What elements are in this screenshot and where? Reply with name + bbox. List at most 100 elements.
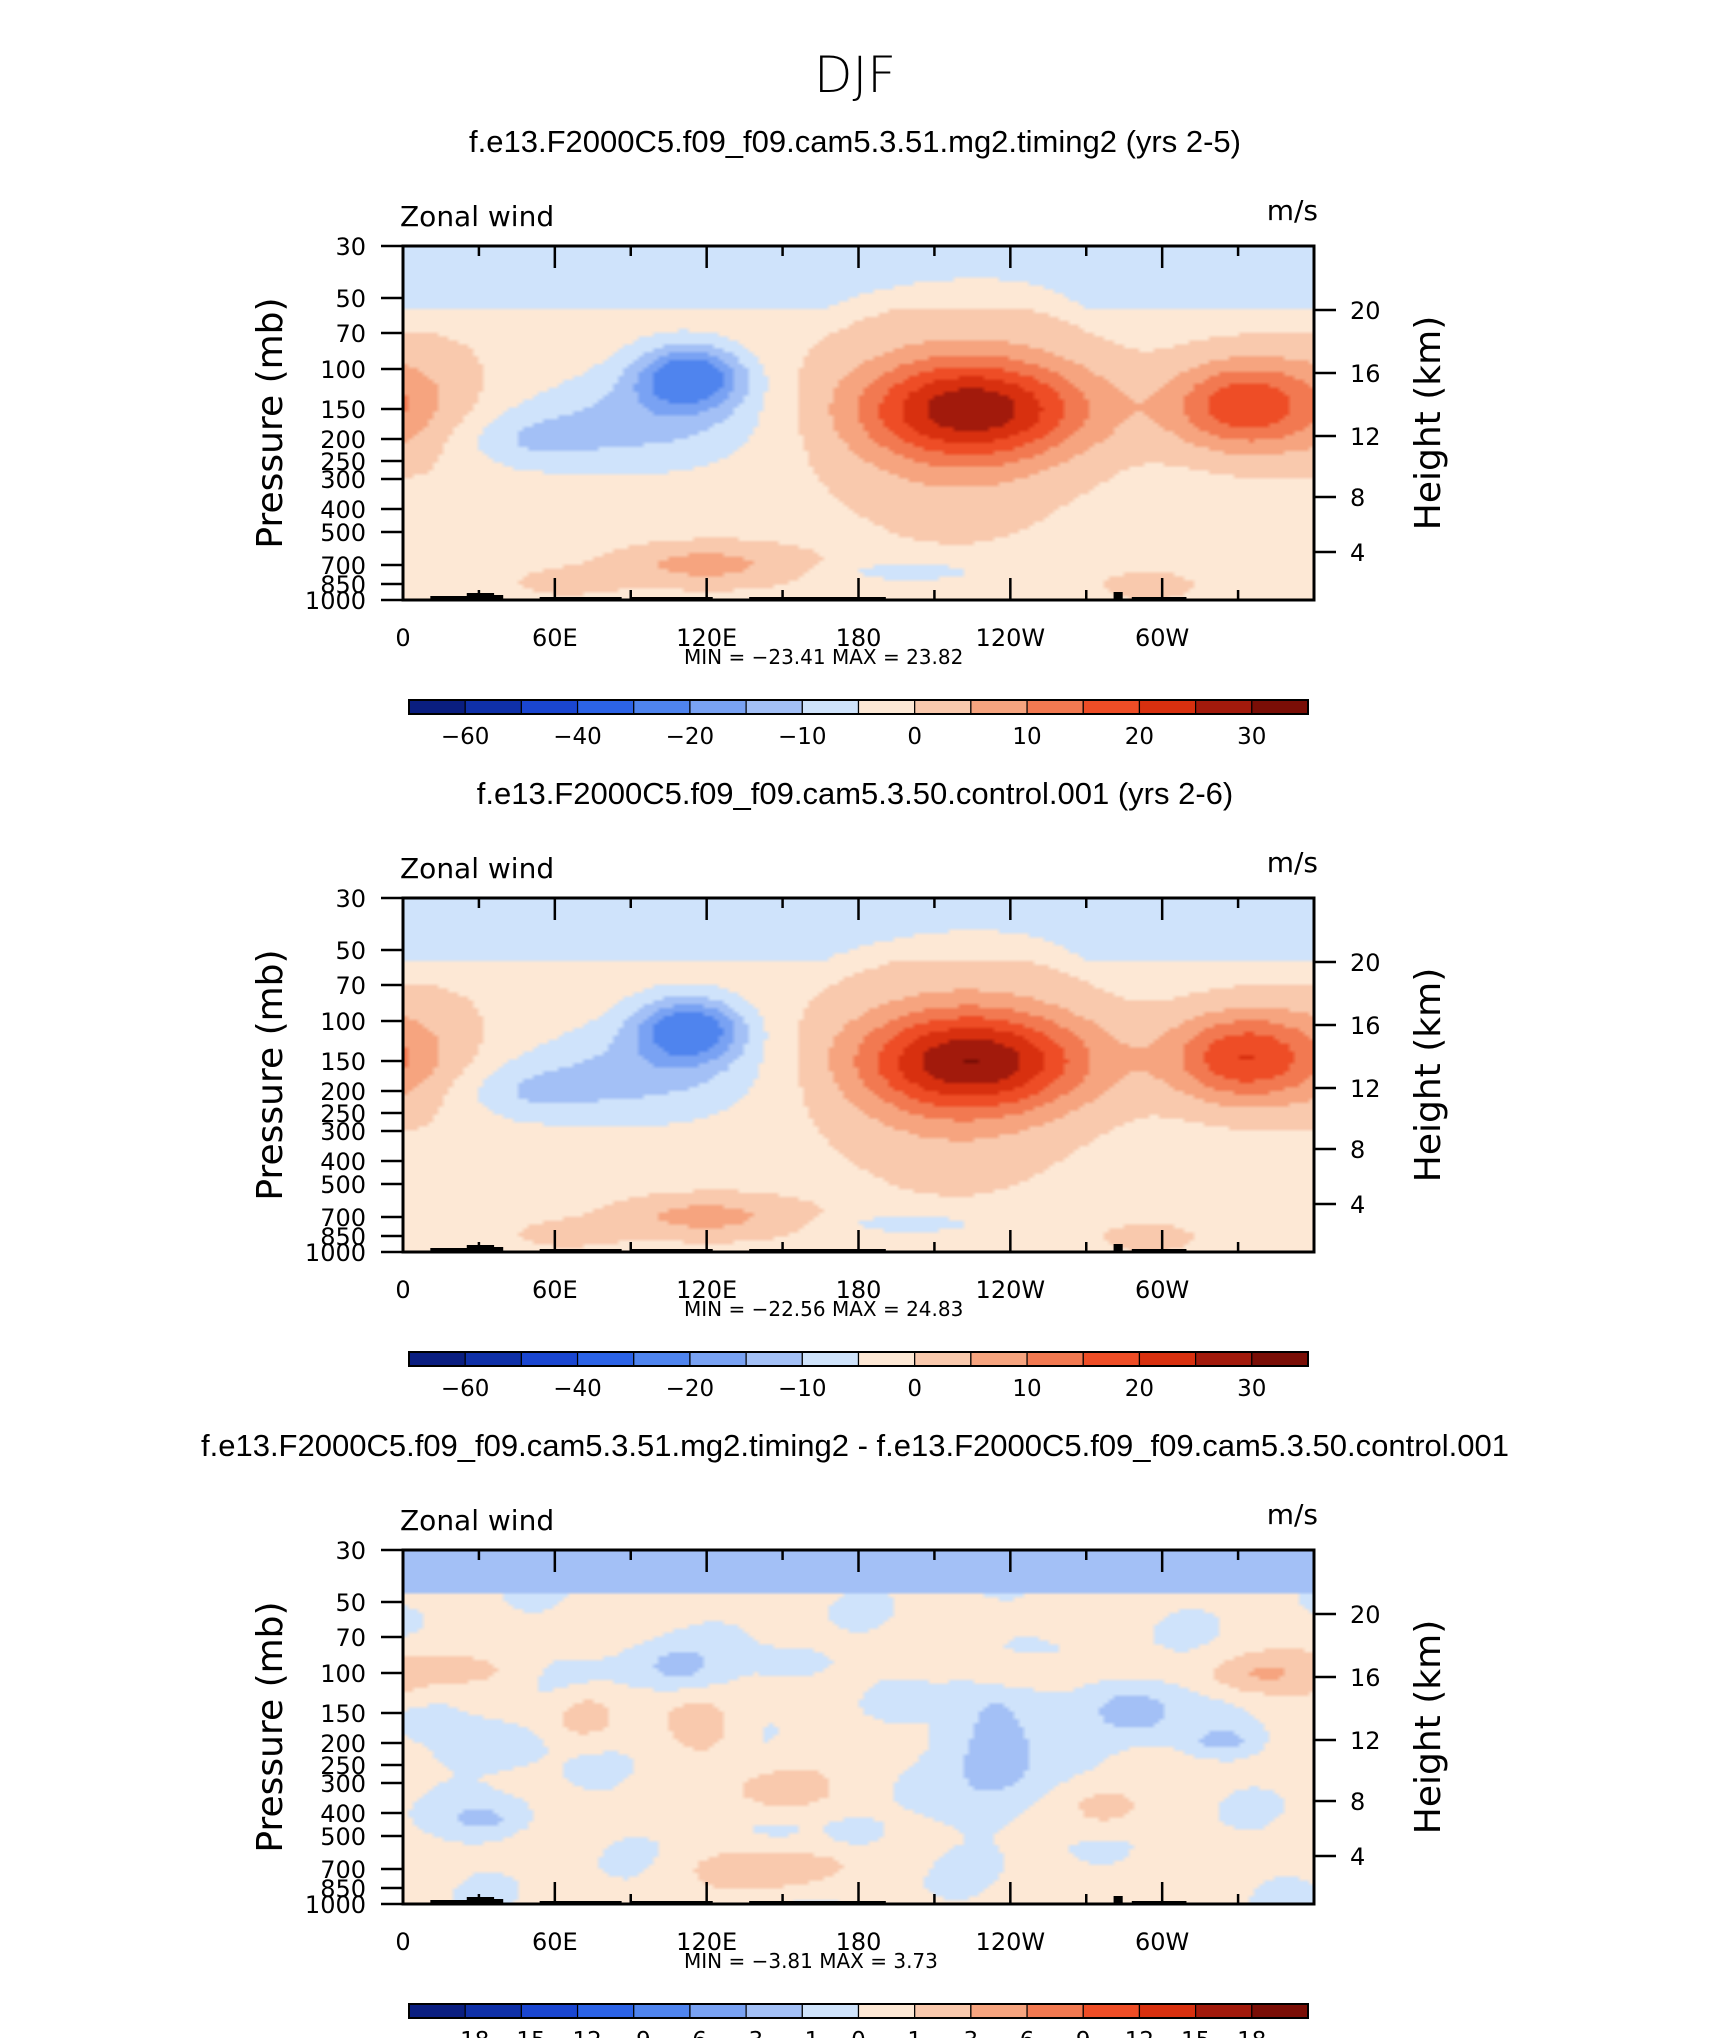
contour-field [403, 246, 1314, 600]
y2-tick-label: 8 [1350, 1788, 1365, 1816]
colorbar-label: 20 [1125, 724, 1154, 750]
y2-tick-label: 20 [1350, 297, 1381, 325]
y-tick-label: 850 [320, 1875, 366, 1903]
y2-axis-label: Height (km) [1408, 1620, 1449, 1834]
colorbar-label: 10 [1012, 724, 1041, 750]
x-tick-label: 120W [976, 624, 1046, 652]
y-tick-label: 500 [320, 1823, 366, 1851]
y2-tick-label: 4 [1350, 539, 1365, 567]
y-tick-label: 50 [335, 1589, 366, 1617]
y-axis-label: Pressure (mb) [250, 297, 291, 548]
y-tick-label: 700 [320, 1204, 366, 1232]
colorbar-swatch [576, 2003, 635, 2019]
y-tick-label: 150 [320, 396, 366, 424]
x-tick-label: 60W [1135, 1928, 1189, 1956]
y2-tick-label: 12 [1350, 423, 1381, 451]
colorbar-swatch [857, 699, 916, 715]
y-tick-label: 30 [335, 1537, 366, 1565]
colorbar-swatch [914, 1351, 972, 1367]
y-tick-label: 200 [320, 1730, 366, 1758]
y-axis-label: Pressure (mb) [250, 1601, 291, 1852]
colorbar-label: 3 [964, 2028, 979, 2038]
y2-tick-label: 20 [1350, 949, 1381, 977]
colorbar-frame [408, 699, 1309, 715]
x-tick-label: 60E [532, 1928, 578, 1956]
y-tick-label: 250 [320, 1752, 366, 1780]
colorbar-frame [408, 1351, 1309, 1367]
x-tick-label: 60W [1135, 1276, 1189, 1304]
colorbar-swatch [857, 2003, 916, 2019]
colorbar-label: 18 [1237, 2028, 1266, 2038]
colorbar-swatch [857, 1351, 916, 1367]
colorbar-swatch [1082, 1351, 1141, 1367]
figure-title: DJF [814, 46, 896, 104]
colorbar-swatch [914, 2003, 972, 2019]
colorbar-swatch [1026, 1351, 1084, 1367]
colorbar-swatch [745, 2003, 803, 2019]
colorbar-swatch [970, 1351, 1028, 1367]
colorbar-swatch [633, 1351, 691, 1367]
colorbar-label: −6 [673, 2028, 707, 2038]
y-tick-label: 100 [320, 356, 366, 384]
colorbar-swatch [1251, 1351, 1309, 1367]
x-tick-label: 60E [532, 624, 578, 652]
colorbar-label: −40 [553, 1376, 602, 1402]
y2-tick-label: 20 [1350, 1601, 1381, 1629]
y-tick-label: 1000 [305, 587, 366, 615]
y-tick-label: 30 [335, 233, 366, 261]
panel-title: f.e13.F2000C5.f09_f09.cam5.3.50.control.… [477, 776, 1234, 811]
colorbar-swatch [464, 1351, 522, 1367]
colorbar-swatch [1026, 2003, 1084, 2019]
colorbar-swatch [745, 699, 803, 715]
y2-tick-label: 16 [1350, 1664, 1381, 1692]
x-tick-label: 60E [532, 1276, 578, 1304]
colorbar-swatch [408, 1351, 466, 1367]
left-label: Zonal wind [400, 200, 554, 233]
panel-title: f.e13.F2000C5.f09_f09.cam5.3.51.mg2.timi… [201, 1428, 1509, 1463]
y-tick-label: 200 [320, 426, 366, 454]
y-tick-label: 850 [320, 571, 366, 599]
y-tick-label: 700 [320, 552, 366, 580]
colorbar-frame [408, 2003, 1309, 2019]
topography [1113, 592, 1123, 600]
y-tick-label: 300 [320, 1118, 366, 1146]
panel-title: f.e13.F2000C5.f09_f09.cam5.3.51.mg2.timi… [469, 124, 1241, 159]
units-label: m/s [1267, 194, 1318, 227]
colorbar-label: 12 [1125, 2028, 1154, 2038]
colorbar-swatch [1026, 699, 1084, 715]
topography [466, 1245, 495, 1252]
y-tick-label: 150 [320, 1048, 366, 1076]
y-tick-label: 300 [320, 466, 366, 494]
x-tick-label: 120E [676, 624, 737, 652]
colorbar-label: 6 [1020, 2028, 1035, 2038]
y2-tick-label: 4 [1350, 1843, 1365, 1871]
topography [484, 595, 504, 600]
topography [430, 1248, 485, 1252]
x-tick-label: 0 [395, 624, 410, 652]
topography [466, 593, 495, 600]
y2-tick-label: 4 [1350, 1191, 1365, 1219]
colorbar-label: −1 [785, 2028, 819, 2038]
y-tick-label: 400 [320, 1148, 366, 1176]
colorbar-label: 10 [1012, 1376, 1041, 1402]
colorbar-swatch [576, 699, 635, 715]
y-axis-label: Pressure (mb) [250, 949, 291, 1200]
topography [1113, 1244, 1123, 1252]
colorbar-swatch [520, 1351, 579, 1367]
x-tick-label: 60W [1135, 624, 1189, 652]
colorbar-swatch [1195, 2003, 1253, 2019]
x-tick-label: 120W [976, 1276, 1046, 1304]
y-tick-label: 100 [320, 1660, 366, 1688]
y2-tick-label: 16 [1350, 1012, 1381, 1040]
min-max-stats: MIN = −22.56 MAX = 24.83 [684, 1297, 963, 1321]
colorbar-label: −12 [553, 2028, 602, 2038]
min-max-stats: MIN = −3.81 MAX = 3.73 [684, 1949, 938, 1973]
y-tick-label: 250 [320, 448, 366, 476]
x-tick-label: 0 [395, 1276, 410, 1304]
min-max-stats: MIN = −23.41 MAX = 23.82 [684, 645, 963, 669]
topography [430, 596, 485, 600]
colorbar-swatch [408, 699, 466, 715]
y-tick-label: 1000 [305, 1891, 366, 1919]
y-tick-label: 500 [320, 1171, 366, 1199]
colorbar-swatch [1082, 2003, 1141, 2019]
